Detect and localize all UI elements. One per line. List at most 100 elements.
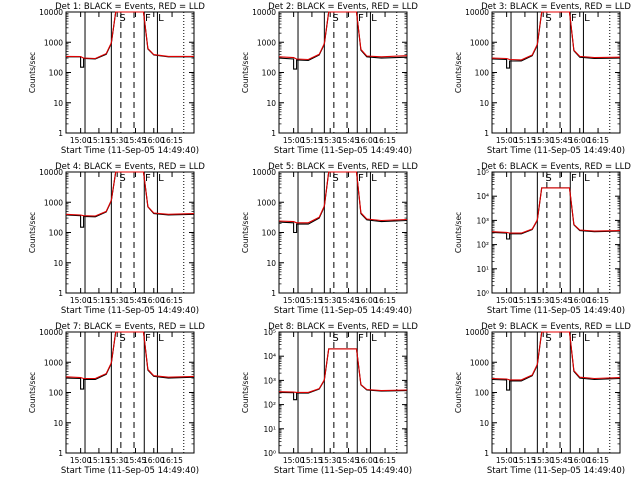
x-axis-label: Start Time (11-Sep-05 14:49:40) bbox=[487, 306, 625, 316]
x-tick-label: 15:00 bbox=[70, 296, 92, 305]
y-tick-label: 100 bbox=[262, 69, 277, 78]
series-lld bbox=[491, 187, 621, 234]
series-lld bbox=[278, 11, 408, 61]
x-tick-label: 15:00 bbox=[496, 456, 518, 465]
y-tick-label: 1 bbox=[271, 129, 276, 138]
y-tick-label: 10000 bbox=[465, 328, 489, 337]
x-tick-label: 15:30 bbox=[106, 136, 128, 145]
region-marker-l: L bbox=[584, 333, 590, 344]
y-tick-label: 10 bbox=[479, 99, 489, 108]
x-tick-label: 15:00 bbox=[283, 296, 305, 305]
region-marker-l: L bbox=[584, 173, 590, 184]
region-marker-l: L bbox=[158, 333, 164, 344]
x-tick-label: 16:00 bbox=[569, 456, 591, 465]
y-tick-label: 10000 bbox=[252, 168, 276, 177]
y-tick-label: 1 bbox=[58, 289, 63, 298]
x-tick-label: 15:00 bbox=[70, 456, 92, 465]
panel-title: Det 2: BLACK = Events, RED = LLD bbox=[268, 2, 418, 12]
series-lld bbox=[65, 11, 194, 60]
region-marker-l: L bbox=[158, 13, 164, 24]
x-tick-label: 15:00 bbox=[283, 136, 305, 145]
y-tick-label: 100 bbox=[475, 69, 490, 78]
x-tick-label: 16:00 bbox=[356, 136, 378, 145]
x-tick-label: 16:00 bbox=[143, 456, 165, 465]
x-tick-label: 15:30 bbox=[319, 456, 341, 465]
y-tick-label: 100 bbox=[49, 229, 64, 238]
region-marker-s: S bbox=[332, 333, 338, 344]
region-marker-f: F bbox=[145, 13, 151, 24]
x-tick-label: 15:15 bbox=[88, 136, 110, 145]
y-tick-label: 10000 bbox=[465, 8, 489, 17]
x-axis-label: Start Time (11-Sep-05 14:49:40) bbox=[274, 306, 412, 316]
y-tick-label: 10⁰ bbox=[476, 289, 489, 298]
x-tick-label: 16:00 bbox=[143, 296, 165, 305]
series-lld bbox=[491, 11, 621, 61]
region-marker-s: S bbox=[545, 173, 551, 184]
y-axis-label: Counts/sec bbox=[241, 52, 250, 93]
region-marker-f: F bbox=[571, 173, 577, 184]
region-marker-f: F bbox=[358, 173, 364, 184]
x-tick-label: 15:30 bbox=[532, 456, 554, 465]
y-axis-label: Counts/sec bbox=[28, 372, 37, 413]
region-marker-f: F bbox=[571, 333, 577, 344]
y-tick-label: 1000 bbox=[44, 358, 63, 367]
x-tick-label: 15:15 bbox=[301, 296, 323, 305]
x-tick-label: 15:45 bbox=[551, 136, 573, 145]
x-axis-label: Start Time (11-Sep-05 14:49:40) bbox=[487, 146, 625, 156]
x-tick-label: 16:15 bbox=[161, 136, 183, 145]
panel-title: Det 7: BLACK = Events, RED = LLD bbox=[55, 322, 205, 332]
x-tick-label: 16:15 bbox=[587, 456, 609, 465]
region-marker-f: F bbox=[358, 13, 364, 24]
y-tick-label: 10 bbox=[266, 259, 276, 268]
x-tick-label: 15:15 bbox=[301, 456, 323, 465]
x-tick-label: 15:00 bbox=[496, 296, 518, 305]
y-tick-label: 10⁴ bbox=[476, 192, 489, 201]
region-marker-s: S bbox=[119, 173, 125, 184]
y-tick-label: 100 bbox=[262, 229, 277, 238]
y-tick-label: 100 bbox=[49, 69, 64, 78]
y-tick-label: 10⁵ bbox=[263, 328, 276, 337]
x-tick-label: 15:45 bbox=[338, 456, 360, 465]
panel-title: Det 8: BLACK = Events, RED = LLD bbox=[268, 322, 418, 332]
panel-title: Det 5: BLACK = Events, RED = LLD bbox=[268, 162, 418, 172]
x-tick-label: 16:00 bbox=[143, 136, 165, 145]
y-axis-label: Counts/sec bbox=[241, 372, 250, 413]
x-tick-label: 16:00 bbox=[569, 296, 591, 305]
y-tick-label: 1000 bbox=[257, 198, 276, 207]
panel-title: Det 4: BLACK = Events, RED = LLD bbox=[55, 162, 205, 172]
x-tick-label: 15:45 bbox=[551, 456, 573, 465]
x-tick-label: 16:15 bbox=[161, 456, 183, 465]
x-tick-label: 16:15 bbox=[587, 136, 609, 145]
x-tick-label: 15:45 bbox=[125, 296, 147, 305]
region-marker-f: F bbox=[358, 333, 364, 344]
x-tick-label: 16:15 bbox=[374, 456, 396, 465]
panel-title: Det 6: BLACK = Events, RED = LLD bbox=[481, 162, 631, 172]
x-tick-label: 15:45 bbox=[125, 456, 147, 465]
x-tick-label: 15:45 bbox=[551, 296, 573, 305]
x-tick-label: 16:15 bbox=[374, 296, 396, 305]
y-tick-label: 10⁴ bbox=[263, 352, 276, 361]
x-tick-label: 16:15 bbox=[374, 136, 396, 145]
region-marker-l: L bbox=[371, 13, 377, 24]
series-lld bbox=[491, 331, 621, 381]
y-tick-label: 10000 bbox=[39, 328, 63, 337]
y-axis-label: Counts/sec bbox=[454, 212, 463, 253]
y-tick-label: 10000 bbox=[39, 168, 63, 177]
panel-title: Det 3: BLACK = Events, RED = LLD bbox=[481, 2, 631, 12]
y-tick-label: 10⁵ bbox=[476, 168, 489, 177]
x-axis-label: Start Time (11-Sep-05 14:49:40) bbox=[61, 466, 199, 476]
x-tick-label: 15:15 bbox=[514, 136, 536, 145]
y-tick-label: 10 bbox=[53, 259, 63, 268]
y-tick-label: 1000 bbox=[470, 358, 489, 367]
y-axis-label: Counts/sec bbox=[454, 52, 463, 93]
x-tick-label: 15:15 bbox=[88, 296, 110, 305]
series-lld bbox=[278, 171, 408, 224]
y-axis-label: Counts/sec bbox=[28, 212, 37, 253]
x-axis-label: Start Time (11-Sep-05 14:49:40) bbox=[274, 146, 412, 156]
x-tick-label: 15:30 bbox=[532, 136, 554, 145]
